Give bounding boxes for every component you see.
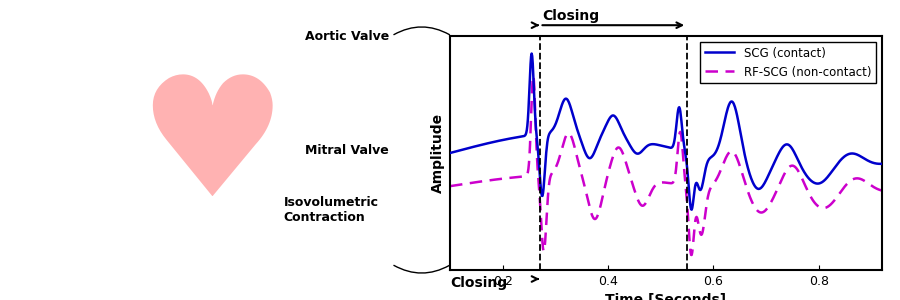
RF-SCG (non-contact) (818, 206, 829, 210)
SCG (contact) (721, 112, 732, 116)
Text: Aortic Valve: Aortic Valve (304, 29, 389, 43)
RF-SCG (non-contact) (471, 180, 482, 184)
SCG (contact) (773, 152, 784, 155)
Text: Closing: Closing (542, 9, 599, 23)
Line: SCG (contact): SCG (contact) (450, 53, 882, 210)
SCG (contact) (877, 162, 887, 166)
Line: RF-SCG (non-contact): RF-SCG (non-contact) (450, 76, 882, 255)
RF-SCG (non-contact) (708, 182, 719, 186)
Legend: SCG (contact), RF-SCG (non-contact): SCG (contact), RF-SCG (non-contact) (700, 42, 876, 83)
Text: Mitral Valve: Mitral Valve (304, 143, 388, 157)
RF-SCG (non-contact) (877, 189, 887, 192)
RF-SCG (non-contact) (686, 253, 697, 257)
SCG (contact) (818, 180, 829, 183)
RF-SCG (non-contact) (721, 155, 732, 159)
SCG (contact) (471, 144, 482, 148)
SCG (contact) (445, 151, 455, 155)
Text: ♥: ♥ (137, 68, 286, 232)
RF-SCG (non-contact) (528, 74, 539, 78)
Y-axis label: Amplitude: Amplitude (430, 113, 445, 193)
Text: Isovolumetric
Contraction: Isovolumetric Contraction (284, 196, 378, 224)
Text: Closing: Closing (450, 277, 507, 290)
RF-SCG (non-contact) (697, 232, 707, 236)
SCG (contact) (708, 154, 719, 157)
SCG (contact) (526, 52, 537, 55)
RF-SCG (non-contact) (773, 184, 784, 188)
SCG (contact) (687, 208, 698, 211)
SCG (contact) (697, 185, 707, 189)
X-axis label: Time [Seconds]: Time [Seconds] (606, 293, 726, 300)
RF-SCG (non-contact) (445, 184, 455, 188)
